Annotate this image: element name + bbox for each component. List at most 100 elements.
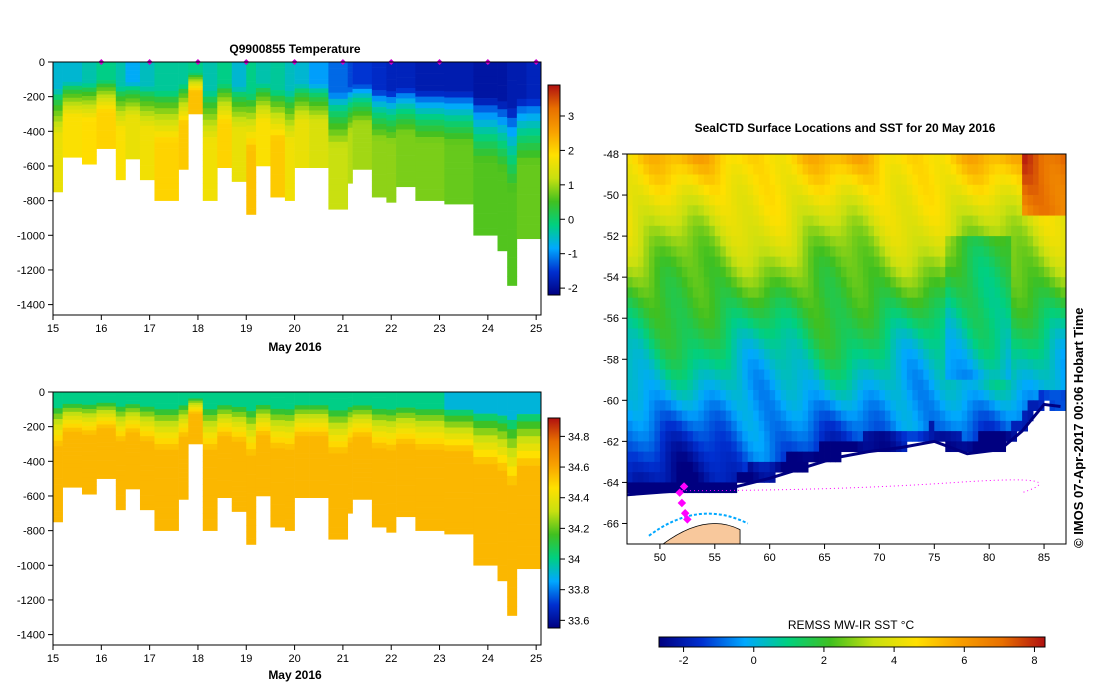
sst-cell (972, 225, 979, 237)
sst-cell (725, 410, 732, 422)
sst-cell (1038, 154, 1045, 165)
cell (217, 418, 233, 424)
sst-cell (654, 164, 661, 175)
sst-cell (808, 164, 814, 175)
sst-cell (654, 205, 661, 216)
cell (115, 500, 126, 506)
sst-cell (1033, 318, 1039, 329)
sst-cell (884, 205, 891, 216)
cell (255, 148, 271, 154)
sst-cell (841, 359, 847, 370)
cell (154, 113, 179, 121)
sst-cell (648, 277, 655, 288)
cell (284, 490, 295, 497)
sst-cell (769, 164, 776, 175)
sst-cell (676, 410, 683, 422)
cell (53, 494, 63, 501)
sst-cell (681, 225, 688, 237)
sst-cell (945, 307, 952, 319)
sst-cell (698, 420, 705, 432)
sst-cell (879, 236, 886, 247)
sst-cell (637, 297, 644, 309)
cell (309, 123, 329, 129)
cell (415, 119, 445, 126)
cell (154, 524, 179, 531)
cell (217, 444, 233, 450)
cell (294, 422, 310, 428)
sst-cell (648, 205, 655, 216)
cell (386, 473, 397, 481)
cell (415, 507, 445, 514)
cell (328, 92, 349, 100)
sst-cell (714, 410, 721, 422)
cell (444, 474, 474, 482)
sst-cell (923, 379, 930, 391)
sst-cell (961, 441, 968, 453)
cell (53, 505, 63, 512)
cell (115, 91, 126, 97)
sst-cell (1005, 359, 1012, 370)
cell (507, 257, 518, 268)
cell (188, 441, 204, 445)
sst-cell (846, 256, 853, 268)
sst-cell (786, 154, 793, 165)
cell (96, 449, 117, 454)
sst-cell (950, 410, 957, 422)
profile-column (188, 62, 204, 115)
cell (231, 401, 247, 408)
sst-cell (934, 174, 941, 186)
sst-cell (830, 410, 836, 422)
cell (444, 451, 474, 458)
cell (81, 142, 97, 148)
cell (81, 430, 97, 435)
sst-cell (862, 277, 869, 288)
sst-cell (846, 246, 853, 258)
sst-cell (841, 338, 847, 350)
sst-cell (1060, 195, 1066, 206)
sst-cell (654, 379, 661, 391)
cell (415, 438, 445, 445)
sst-cell (769, 246, 776, 258)
sst-cell (648, 154, 655, 165)
sst-cell (890, 431, 897, 442)
cell (188, 409, 204, 412)
cell (217, 453, 233, 459)
sst-cell (753, 410, 760, 422)
cell (284, 501, 295, 508)
sst-cell (775, 215, 782, 227)
cell (328, 184, 349, 192)
sst-cell (1022, 174, 1028, 186)
sst-cell (851, 154, 858, 165)
sst-cell (753, 215, 760, 227)
cell (371, 180, 387, 187)
sst-cell (851, 297, 858, 309)
cell (178, 405, 189, 411)
sst-cell (1027, 318, 1034, 329)
profile-column (396, 62, 416, 188)
sst-cell (753, 379, 760, 391)
cell (507, 89, 518, 100)
cell (371, 408, 387, 415)
cell (255, 478, 271, 484)
sst-cell (841, 154, 847, 165)
cell (217, 136, 233, 142)
sst-cell (972, 174, 979, 186)
cell (154, 67, 179, 74)
sst-cell (846, 287, 853, 299)
cell (507, 438, 518, 449)
cell (125, 448, 141, 453)
sst-cell (764, 277, 771, 288)
sst-cell (786, 441, 793, 453)
sst-cell (797, 390, 803, 401)
cell (231, 141, 247, 147)
sst-cell (1060, 174, 1066, 186)
cell (294, 110, 310, 116)
sst-cell (934, 195, 941, 206)
sst-cell (676, 195, 683, 206)
sst-cell (632, 349, 639, 360)
cell (62, 149, 83, 154)
cell (347, 173, 353, 179)
cell (444, 504, 474, 511)
sst-cell (1000, 236, 1007, 247)
sst-cell (1060, 297, 1066, 309)
